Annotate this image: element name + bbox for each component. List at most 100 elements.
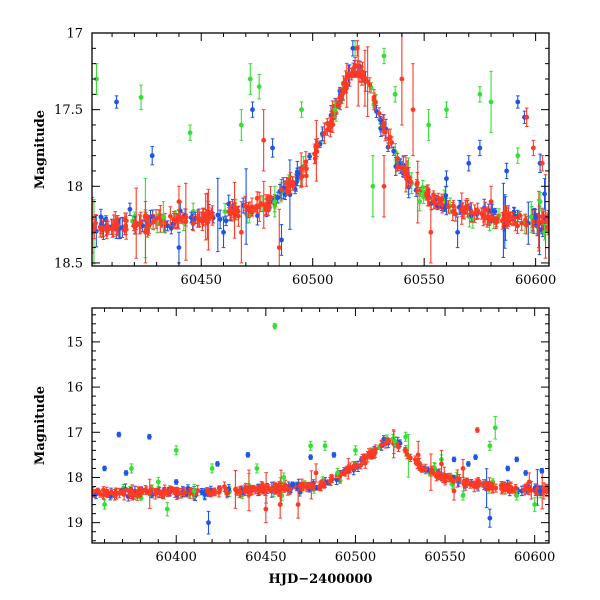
data-point xyxy=(247,63,253,95)
x-tick-label: 60450 xyxy=(245,550,286,565)
data-point xyxy=(523,470,529,476)
scatter-point xyxy=(420,179,426,195)
data-point xyxy=(539,155,545,172)
data-point xyxy=(455,216,460,249)
plot-frame xyxy=(91,307,550,544)
scatter-point xyxy=(395,152,401,165)
scatter-point xyxy=(173,212,179,230)
data-point xyxy=(254,463,260,474)
scatter-point xyxy=(217,486,223,493)
data-point xyxy=(238,201,244,264)
scatter-point xyxy=(351,68,357,78)
data-point xyxy=(221,216,226,249)
scatter-point xyxy=(101,489,106,500)
scatter-point xyxy=(109,220,115,238)
scatter-point xyxy=(340,88,345,100)
x-tick-label: 60450 xyxy=(181,273,222,288)
scatter-point xyxy=(484,208,490,228)
data-point xyxy=(514,456,520,463)
scatter-point xyxy=(475,202,481,219)
scatter-point xyxy=(153,209,159,229)
scatter-point xyxy=(382,123,388,142)
scatter-point xyxy=(524,216,529,235)
scatter-point xyxy=(391,146,397,156)
scatter-point xyxy=(473,478,479,489)
scatter-point xyxy=(168,206,173,227)
data-point xyxy=(417,191,423,212)
axis-ticks xyxy=(92,308,549,543)
scatter-point xyxy=(525,201,531,245)
scatter-point xyxy=(115,217,121,233)
bottom-panel: 60400 60450 60500 60550 60600 15 16 17 18 19 Magni… xyxy=(33,307,555,587)
data-point xyxy=(238,109,244,141)
data-point xyxy=(528,201,534,233)
scatter-point xyxy=(243,482,249,494)
scatter-point xyxy=(345,72,351,80)
data-point xyxy=(138,84,144,111)
data-point xyxy=(504,162,510,180)
data-point xyxy=(94,63,99,95)
scatter-point xyxy=(167,485,173,496)
data-point xyxy=(155,476,161,488)
scatter-point xyxy=(265,194,270,203)
data-point xyxy=(331,452,337,458)
data-point xyxy=(539,467,545,474)
scatter-point xyxy=(404,449,410,460)
data-point xyxy=(272,185,278,218)
data-point xyxy=(392,436,398,447)
data-point xyxy=(313,463,319,483)
y-tick-label: 17 xyxy=(66,426,83,441)
data-point xyxy=(261,109,267,172)
scatter-point xyxy=(351,461,356,472)
y-tick-label: 15 xyxy=(66,335,83,350)
scatter-point xyxy=(242,195,248,215)
data-point xyxy=(488,70,494,134)
data-point xyxy=(129,463,134,474)
scatter-point xyxy=(523,483,529,491)
data-point xyxy=(272,322,278,330)
scatter-point xyxy=(305,481,311,488)
data-point xyxy=(173,445,179,456)
data-point xyxy=(176,185,182,218)
scatter-point xyxy=(301,481,307,491)
scatter-point xyxy=(256,191,262,222)
data-point xyxy=(410,63,416,157)
scatter-point xyxy=(278,469,284,505)
scatter-point xyxy=(307,152,313,161)
scatter-point xyxy=(376,107,382,120)
scatter-point xyxy=(183,182,189,261)
scatter-point xyxy=(299,165,305,188)
scatter-point xyxy=(450,478,456,484)
data-point xyxy=(116,431,122,438)
data-point xyxy=(439,449,444,478)
data-point xyxy=(256,73,262,100)
scatter-point xyxy=(226,207,232,217)
scatter-point xyxy=(378,439,384,451)
data-point xyxy=(542,178,547,210)
y-tick-label: 19 xyxy=(66,516,83,531)
data-point xyxy=(295,490,301,519)
scatter-point xyxy=(206,487,211,497)
data-point xyxy=(146,434,152,440)
data-point xyxy=(488,185,494,218)
scatter-point xyxy=(100,220,106,238)
scatter-point xyxy=(517,210,523,220)
scatter-point xyxy=(215,177,221,253)
data-point xyxy=(332,101,338,118)
scatter-point xyxy=(442,477,448,486)
data-point xyxy=(460,490,466,501)
scatter-point xyxy=(262,484,267,492)
scatter-point xyxy=(297,482,303,491)
y-axis-label: Magnitude xyxy=(33,386,48,465)
x-axis-label: HJD−2400000 xyxy=(269,572,373,587)
data-point xyxy=(381,47,387,65)
x-tick-label: 60500 xyxy=(335,550,376,565)
data-point xyxy=(335,467,340,478)
scatter-point xyxy=(261,180,267,229)
scatter-point xyxy=(396,442,401,453)
data-point xyxy=(542,224,547,241)
scatter-point xyxy=(322,122,327,145)
data-point xyxy=(532,497,538,512)
data-point xyxy=(487,508,493,528)
